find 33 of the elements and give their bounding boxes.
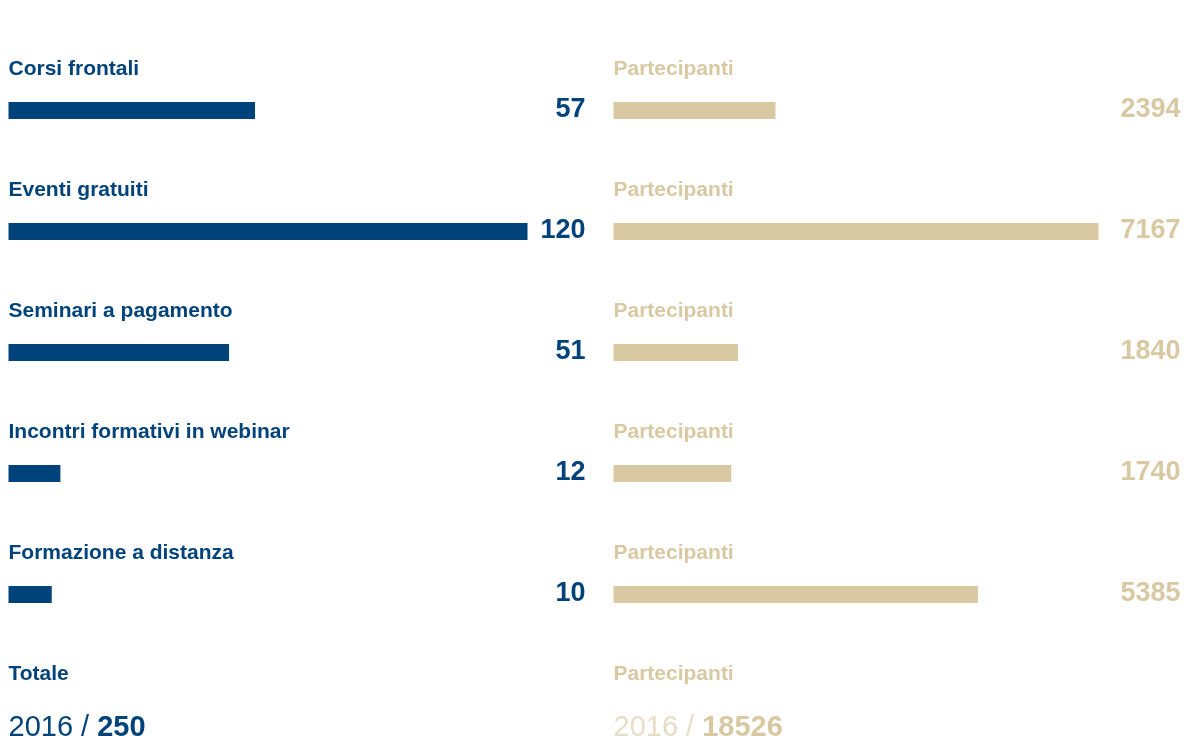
bar bbox=[8, 586, 52, 603]
y-tick-label: Formazione a distanza bbox=[8, 540, 235, 563]
bar bbox=[613, 465, 732, 482]
data-label: 51 bbox=[555, 335, 586, 365]
data-label: 7167 bbox=[1120, 214, 1181, 244]
data-label: 2394 bbox=[1120, 93, 1181, 123]
bar bbox=[613, 102, 776, 119]
y-tick-label: Incontri formativi in webinar bbox=[8, 419, 290, 442]
data-label: 5385 bbox=[1120, 577, 1181, 607]
text: 2016 / 250 bbox=[8, 709, 146, 742]
data-label: 10 bbox=[555, 577, 586, 607]
y-tick-label: Partecipanti bbox=[613, 298, 734, 321]
data-label: 1740 bbox=[1120, 456, 1181, 486]
data-label: 57 bbox=[555, 93, 586, 123]
y-tick-label: Partecipanti bbox=[613, 177, 734, 200]
y-tick-label: Partecipanti bbox=[613, 56, 734, 79]
y-tick-label: Corsi frontali bbox=[8, 56, 140, 79]
text: 2016 / 18526 bbox=[613, 709, 783, 742]
bar bbox=[8, 223, 528, 240]
y-tick-label: Seminari a pagamento bbox=[8, 298, 233, 321]
y-tick-label: Partecipanti bbox=[613, 540, 734, 563]
bar bbox=[613, 586, 978, 603]
data-label: 120 bbox=[540, 214, 586, 244]
bar bbox=[8, 344, 230, 361]
bar bbox=[8, 102, 256, 119]
data-label: 1840 bbox=[1120, 335, 1181, 365]
bar bbox=[613, 223, 1099, 240]
text: Totale bbox=[8, 661, 69, 684]
y-tick-label: Partecipanti bbox=[613, 419, 734, 442]
bar bbox=[613, 344, 739, 361]
data-label: 12 bbox=[555, 456, 586, 486]
y-tick-label: Eventi gratuiti bbox=[8, 177, 149, 200]
bar bbox=[8, 465, 61, 482]
